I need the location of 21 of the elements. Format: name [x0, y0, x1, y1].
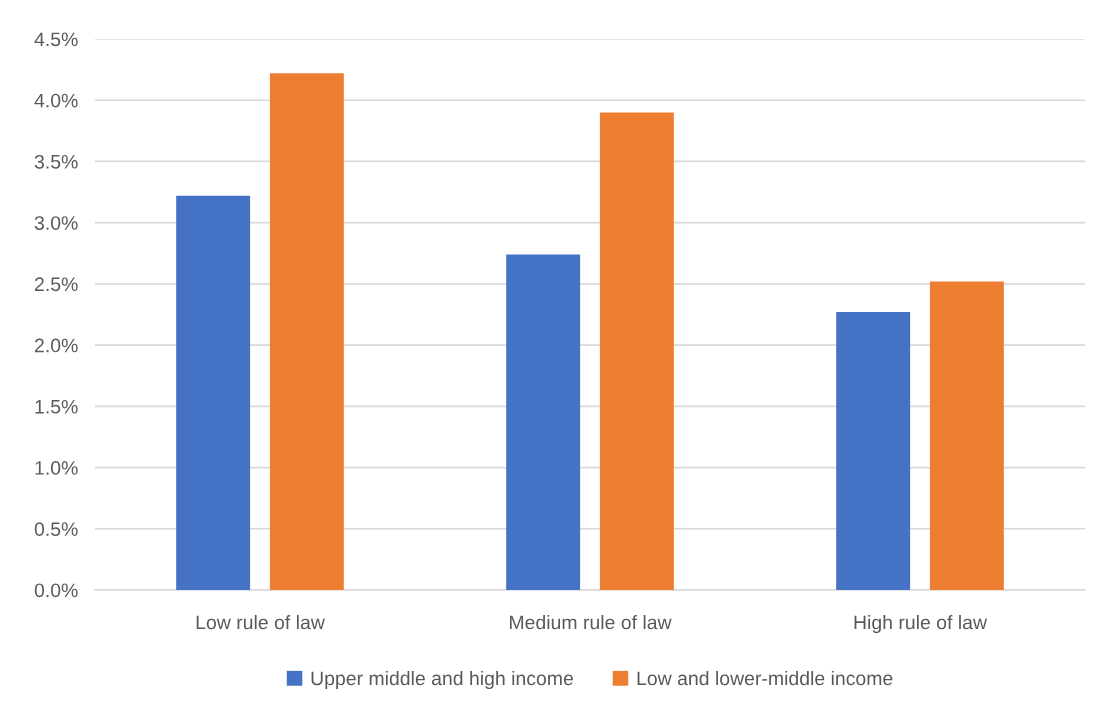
y-tick-label: 2.0%: [34, 338, 78, 353]
y-tick-label: 4.5%: [34, 32, 78, 47]
bar: [836, 312, 911, 590]
y-tick-label: 1.0%: [35, 461, 78, 475]
bar: [929, 281, 1004, 590]
legend-label: Upper middle and high income: [311, 670, 573, 690]
bar: [506, 254, 581, 590]
y-tick-label: 0.5%: [34, 522, 78, 537]
legend-label: Low and lower-middle income: [637, 670, 893, 686]
x-tick-label: High rule of law: [854, 615, 988, 634]
y-tick-label: 3.5%: [34, 154, 78, 169]
y-tick-label: 1.5%: [35, 399, 78, 414]
bar: [599, 112, 674, 590]
y-tick-label: 0.0%: [34, 583, 78, 598]
bar: [269, 73, 344, 590]
bar: [176, 195, 251, 590]
y-tick-label: 2.5%: [34, 277, 78, 292]
y-tick-label: 3.0%: [34, 216, 78, 230]
y-tick-label: 4.0%: [34, 93, 78, 108]
x-tick-label: Medium rule of law: [510, 615, 672, 630]
x-tick-label: Low rule of law: [196, 615, 325, 630]
